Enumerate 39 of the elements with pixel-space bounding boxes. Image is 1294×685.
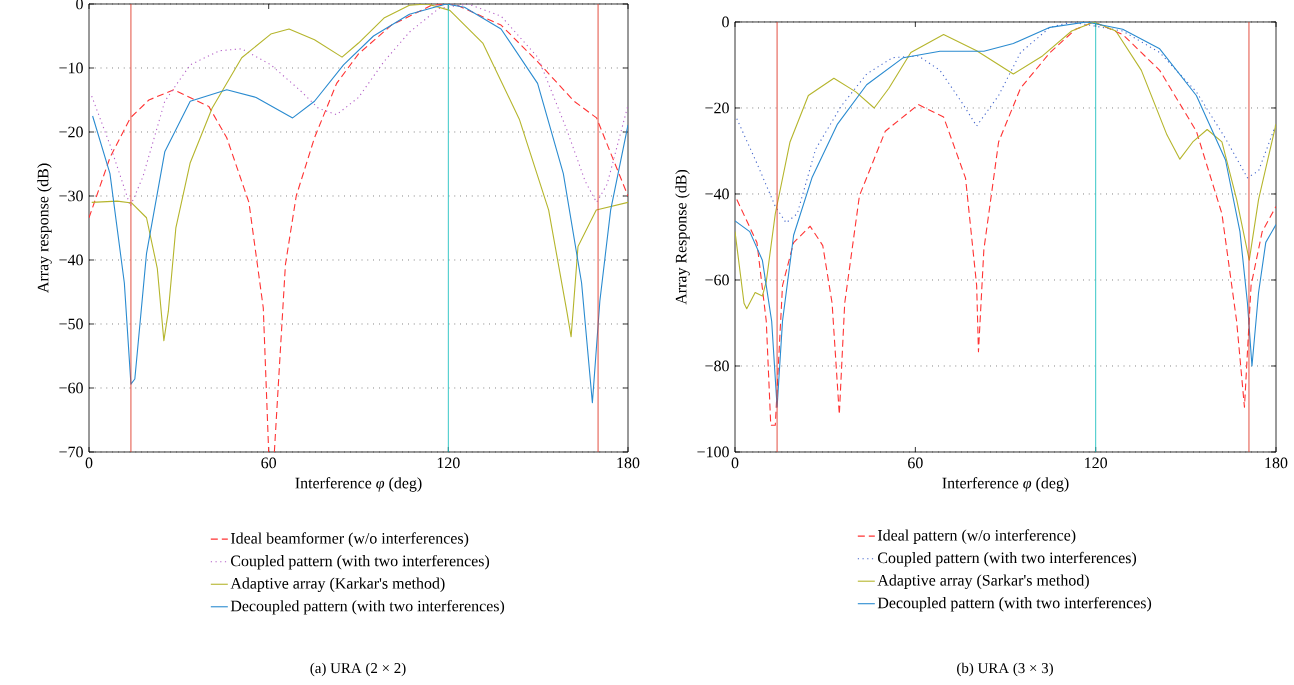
y-tick-label: −20 [705, 102, 729, 114]
y-axis-title: Array response (dB) [37, 163, 52, 293]
legend-label: Adaptive array (Karkar's method) [230, 577, 445, 593]
x-tick-label: 120 [437, 457, 460, 469]
legend-label: Coupled pattern (with two interferences) [878, 551, 1137, 567]
y-tick-label: −100 [697, 446, 729, 458]
y-tick-label: −70 [59, 446, 83, 458]
x-axis-title: Interference φ (deg) [295, 477, 422, 492]
legend-label: Ideal pattern (w/o interference) [877, 529, 1076, 544]
x-tick-label: 0 [731, 457, 739, 469]
text: (a) URA (2 × 2) [310, 662, 406, 677]
text: (b) URA (3 × 3) [957, 662, 1053, 677]
y-tick-label: −40 [705, 188, 729, 200]
line-series [736, 21, 1277, 224]
y-tick-label: −50 [59, 318, 83, 330]
y-tick-label: −60 [705, 274, 729, 286]
x-axis-title: Interference φ (deg) [942, 477, 1069, 492]
x-tick-label: 0 [85, 457, 93, 469]
y-tick-label: −30 [59, 190, 83, 202]
line-series [91, 3, 629, 342]
line-series [735, 21, 1277, 310]
y-tick-label: −10 [59, 62, 83, 74]
legend-label: Decoupled pattern (with two interferences) [230, 599, 505, 615]
legend-label: Decoupled pattern (with two interferences) [877, 596, 1152, 612]
x-tick-label: 180 [1265, 457, 1288, 469]
y-tick-label: −40 [59, 254, 83, 266]
y-tick-label: −60 [59, 382, 83, 394]
x-tick-label: 180 [617, 457, 640, 469]
legend-label: Adaptive array (Sarkar's method) [877, 574, 1089, 589]
y-tick-label: −20 [59, 126, 83, 138]
y-tick-label: 0 [722, 16, 729, 28]
x-tick-label: 120 [1085, 457, 1108, 469]
y-axis-title: Array Response (dB) [675, 169, 690, 305]
y-tick-label: −80 [705, 360, 729, 372]
x-tick-label: 60 [908, 457, 923, 469]
legend-label: Coupled pattern (with two interferences) [231, 554, 490, 570]
line-series [91, 3, 629, 207]
x-tick-label: 60 [261, 457, 277, 469]
legend-label: Ideal beamformer (w/o interferences) [230, 532, 469, 547]
